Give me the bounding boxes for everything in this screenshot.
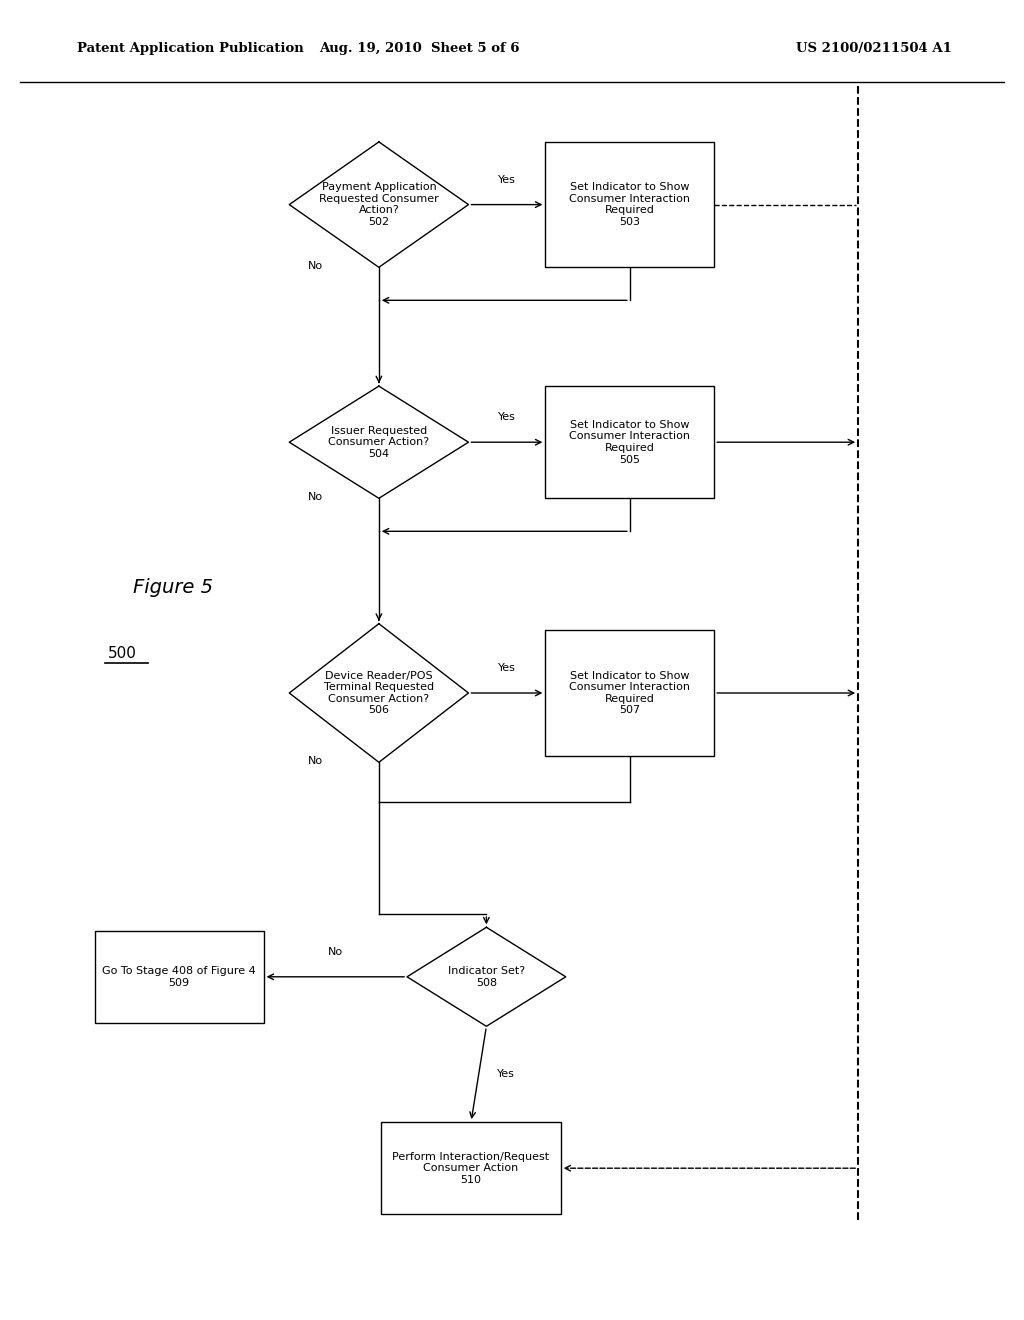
Text: Issuer Requested
Consumer Action?
504: Issuer Requested Consumer Action? 504 (329, 425, 429, 459)
Text: Patent Application Publication: Patent Application Publication (77, 42, 303, 55)
Text: No: No (307, 491, 323, 502)
Text: Yes: Yes (498, 174, 516, 185)
Text: No: No (307, 755, 323, 766)
Text: US 2100/0211504 A1: US 2100/0211504 A1 (797, 42, 952, 55)
FancyBboxPatch shape (382, 1122, 561, 1214)
Text: No: No (307, 261, 323, 271)
Text: Yes: Yes (498, 663, 516, 673)
Text: Set Indicator to Show
Consumer Interaction
Required
503: Set Indicator to Show Consumer Interacti… (569, 182, 690, 227)
FancyBboxPatch shape (94, 931, 264, 1023)
Text: Yes: Yes (498, 412, 516, 422)
Text: Perform Interaction/Request
Consumer Action
510: Perform Interaction/Request Consumer Act… (392, 1151, 550, 1185)
Text: Indicator Set?
508: Indicator Set? 508 (447, 966, 525, 987)
Text: Yes: Yes (497, 1069, 514, 1080)
Text: Figure 5: Figure 5 (133, 578, 213, 597)
FancyBboxPatch shape (545, 143, 715, 267)
Text: No: No (328, 946, 343, 957)
FancyBboxPatch shape (545, 631, 715, 755)
Text: 500: 500 (108, 645, 136, 661)
Text: Set Indicator to Show
Consumer Interaction
Required
505: Set Indicator to Show Consumer Interacti… (569, 420, 690, 465)
Text: Payment Application
Requested Consumer
Action?
502: Payment Application Requested Consumer A… (319, 182, 438, 227)
Text: Aug. 19, 2010  Sheet 5 of 6: Aug. 19, 2010 Sheet 5 of 6 (319, 42, 520, 55)
Text: Go To Stage 408 of Figure 4
509: Go To Stage 408 of Figure 4 509 (102, 966, 256, 987)
FancyBboxPatch shape (545, 385, 715, 498)
Text: Set Indicator to Show
Consumer Interaction
Required
507: Set Indicator to Show Consumer Interacti… (569, 671, 690, 715)
Text: Device Reader/POS
Terminal Requested
Consumer Action?
506: Device Reader/POS Terminal Requested Con… (324, 671, 434, 715)
